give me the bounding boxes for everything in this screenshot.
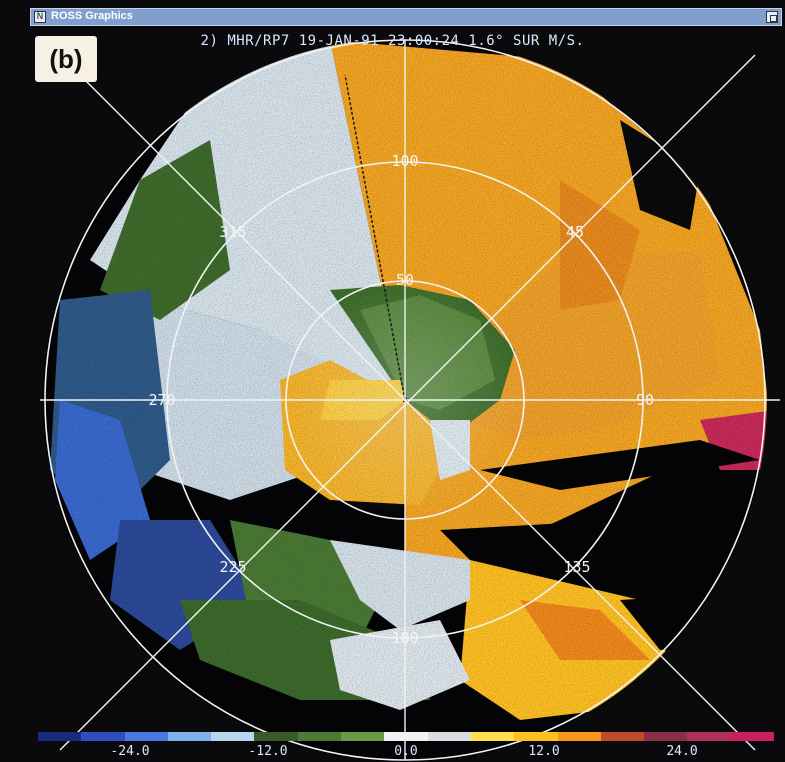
color-scale-swatch [81, 732, 125, 741]
scan-header: 2) MHR/RP7 19-JAN-91 23:00:24 1.6° SUR M… [200, 33, 585, 49]
velocity-color-scale: -24.0 -12.0 0.0 12.0 24.0 [38, 732, 775, 760]
color-scale-swatch [470, 732, 515, 741]
color-scale-swatch [167, 732, 212, 741]
color-scale-swatch [600, 732, 645, 741]
color-scale-swatch [730, 732, 775, 741]
azimuth-lines [40, 40, 780, 760]
color-scale-tick-label: 24.0 [666, 744, 698, 759]
window-titlebar[interactable]: N ROSS Graphics [30, 8, 782, 26]
color-scale-swatch [38, 732, 82, 741]
color-scale-swatch [297, 732, 342, 741]
range-label-100: 100 [391, 152, 418, 170]
azimuth-label-315: 315 [219, 223, 246, 241]
range-label-50: 50 [396, 271, 414, 289]
close-icon[interactable]: N [34, 11, 46, 23]
color-scale-swatch [384, 732, 428, 741]
azimuth-line-ne-sw [59, 54, 756, 751]
color-scale-swatch [644, 732, 688, 741]
azimuth-label-225: 225 [219, 558, 246, 576]
color-scale-tick-label: -12.0 [248, 744, 288, 759]
color-scale-swatch [557, 732, 601, 741]
color-scale-swatch [341, 732, 385, 741]
color-scale-swatch [514, 732, 558, 741]
panel-label: (b) [35, 36, 97, 82]
color-scale-swatch [254, 732, 298, 741]
color-scale-tick-label: 12.0 [528, 744, 560, 759]
color-scale-swatch [124, 732, 168, 741]
resize-icon[interactable] [766, 11, 778, 23]
color-scale-tick-label: -24.0 [110, 744, 150, 759]
color-scale-bar [38, 732, 775, 741]
azimuth-line-nw-se [64, 59, 756, 751]
azimuth-label-135: 135 [563, 558, 590, 576]
color-scale-tick-label: 0.0 [394, 744, 418, 759]
ring-labels: 50 100 315 45 270 90 225 135 180 [148, 152, 654, 647]
azimuth-label-90: 90 [636, 391, 654, 409]
azimuth-label-45: 45 [566, 223, 584, 241]
azimuth-label-180: 180 [391, 629, 418, 647]
window-title: ROSS Graphics [51, 10, 133, 22]
color-scale-swatch [687, 732, 731, 741]
azimuth-label-270: 270 [148, 391, 175, 409]
color-scale-swatch [427, 732, 471, 741]
color-scale-swatch [211, 732, 255, 741]
